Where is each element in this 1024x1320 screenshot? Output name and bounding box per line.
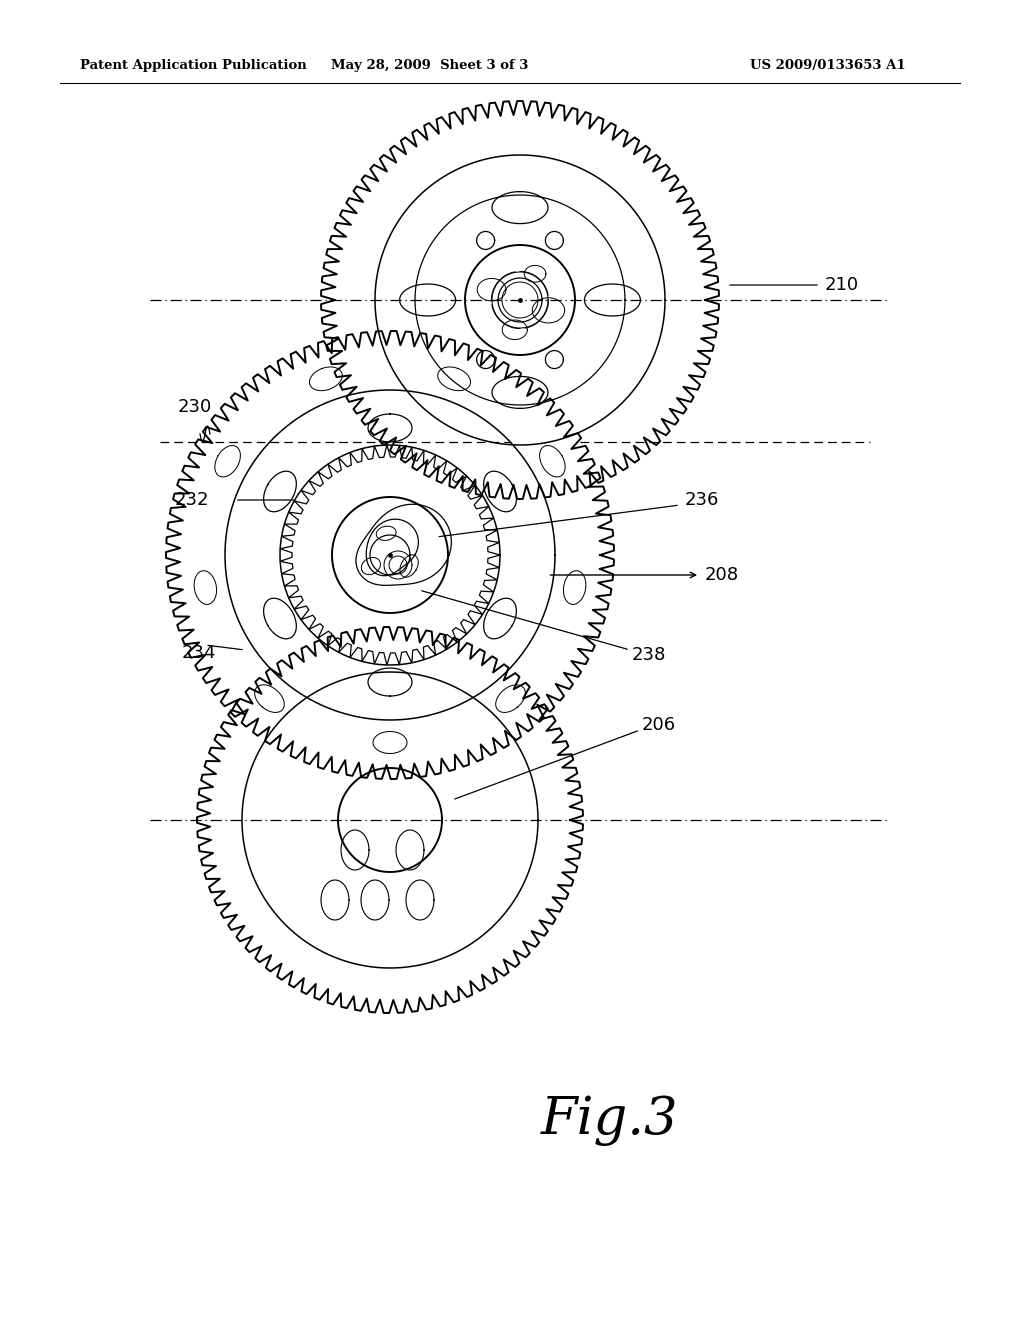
Text: 236: 236: [685, 491, 720, 510]
Text: Patent Application Publication: Patent Application Publication: [80, 58, 307, 71]
Text: US 2009/0133653 A1: US 2009/0133653 A1: [750, 58, 905, 71]
Text: 210: 210: [825, 276, 859, 294]
Text: 208: 208: [705, 566, 739, 583]
Text: 234: 234: [182, 644, 216, 663]
Text: 230: 230: [178, 399, 212, 416]
Text: 206: 206: [642, 715, 676, 734]
Text: May 28, 2009  Sheet 3 of 3: May 28, 2009 Sheet 3 of 3: [332, 58, 528, 71]
Text: 232: 232: [175, 491, 210, 510]
Text: Fig.3: Fig.3: [542, 1094, 679, 1146]
Text: 238: 238: [632, 645, 667, 664]
